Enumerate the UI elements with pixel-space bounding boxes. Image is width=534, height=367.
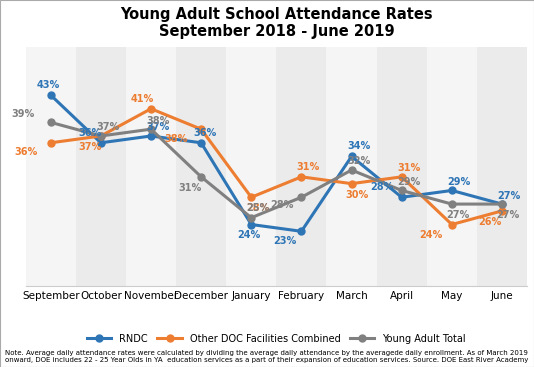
Text: 31%: 31% (178, 183, 202, 193)
Text: 43%: 43% (36, 80, 60, 90)
Text: 38%: 38% (146, 116, 170, 126)
Text: 28%: 28% (270, 200, 294, 210)
Bar (326, 47, 376, 286)
Text: 37%: 37% (146, 123, 170, 132)
Bar (26, 47, 76, 286)
Bar (76, 47, 126, 286)
Bar (427, 47, 477, 286)
Bar (477, 47, 527, 286)
Text: 31%: 31% (397, 163, 420, 173)
Text: 36%: 36% (78, 128, 101, 138)
Bar (126, 47, 176, 286)
Title: Young Adult School Attendance Rates
September 2018 - June 2019: Young Adult School Attendance Rates Sept… (120, 7, 433, 39)
Text: 41%: 41% (131, 94, 154, 104)
Text: 29%: 29% (447, 177, 470, 187)
Text: 25%: 25% (247, 203, 270, 213)
Bar (277, 47, 326, 286)
Text: 28%: 28% (247, 203, 270, 213)
Text: 29%: 29% (397, 177, 420, 187)
Text: 27%: 27% (497, 190, 521, 200)
Bar (226, 47, 277, 286)
Text: 26%: 26% (478, 217, 501, 227)
Text: 36%: 36% (14, 147, 37, 157)
Text: 34%: 34% (347, 141, 370, 152)
Text: 27%: 27% (446, 210, 469, 220)
Text: 37%: 37% (96, 123, 120, 132)
Text: 24%: 24% (237, 230, 260, 240)
Text: 32%: 32% (347, 156, 370, 167)
Text: 31%: 31% (297, 162, 320, 172)
Text: 27%: 27% (496, 210, 519, 220)
Text: 23%: 23% (273, 236, 296, 246)
Text: 30%: 30% (345, 189, 369, 200)
Text: Note. Average daily attendance rates were calculated by dividing the average dai: Note. Average daily attendance rates wer… (5, 350, 529, 363)
Bar (176, 47, 226, 286)
Bar (376, 47, 427, 286)
Text: 28%: 28% (371, 182, 394, 192)
Text: 39%: 39% (11, 109, 35, 119)
Text: 24%: 24% (419, 230, 443, 240)
Legend: RNDC, Other DOC Facilities Combined, Young Adult Total: RNDC, Other DOC Facilities Combined, You… (83, 330, 469, 348)
Text: 37%: 37% (78, 142, 101, 152)
Text: 38%: 38% (164, 134, 188, 143)
Text: 36%: 36% (194, 128, 217, 138)
